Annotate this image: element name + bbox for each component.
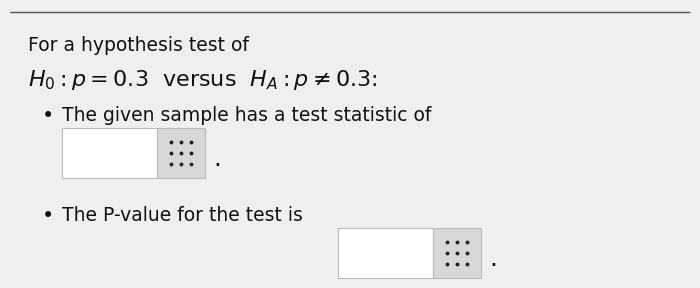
Text: The P-value for the test is: The P-value for the test is (62, 206, 303, 225)
FancyBboxPatch shape (157, 128, 205, 178)
Text: The given sample has a test statistic of: The given sample has a test statistic of (62, 106, 431, 125)
Text: For a hypothesis test of: For a hypothesis test of (28, 36, 249, 55)
Text: .: . (489, 247, 497, 271)
FancyBboxPatch shape (338, 228, 433, 278)
Text: $H_0 : p = 0.3$  versus  $H_A : p \neq 0.3$:: $H_0 : p = 0.3$ versus $H_A : p \neq 0.3… (28, 68, 378, 92)
Text: •: • (42, 106, 55, 126)
Text: .: . (213, 147, 221, 171)
FancyBboxPatch shape (433, 228, 481, 278)
FancyBboxPatch shape (62, 128, 157, 178)
Text: •: • (42, 206, 55, 226)
